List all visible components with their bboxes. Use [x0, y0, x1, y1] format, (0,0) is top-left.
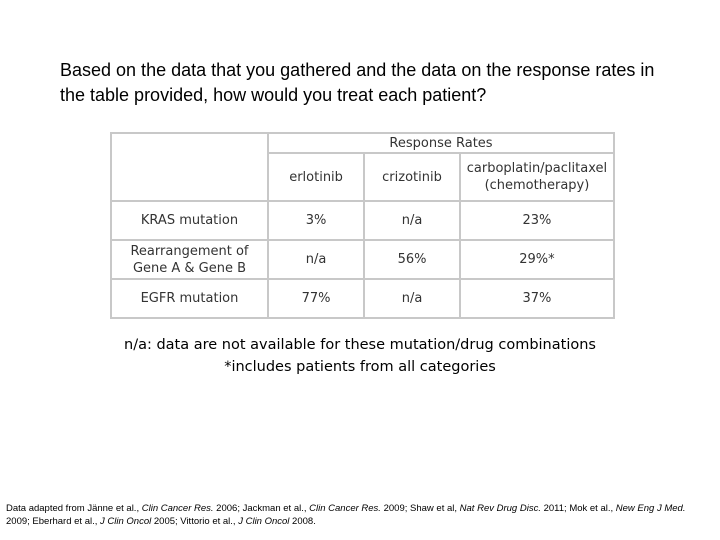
citation-part: J Clin Oncol — [238, 516, 290, 527]
column-row: erlotinib crizotinib carboplatin/paclitaxe… — [111, 152, 616, 202]
cell: 37% — [458, 278, 616, 319]
note: n/a: data are not available for these mu… — [124, 337, 596, 353]
citation-part: Clin Cancer Res. — [141, 503, 214, 514]
cell: 3% — [266, 200, 366, 241]
citation-part: 2005; Vittorio et al., — [151, 516, 239, 527]
response-table: Response Rates erlotinib crizotinib carbopl… — [110, 132, 616, 319]
citation-part: 2011; Mok et al., — [540, 503, 616, 514]
data-row: EGFR mutation 77% n/a 37% — [110, 278, 616, 319]
data-row: KRAS mutation 3% n/a 23% — [110, 200, 616, 241]
cell: n/a — [363, 200, 461, 241]
cell: 77% — [266, 278, 366, 319]
row-header: KRAS mutation — [110, 200, 269, 241]
cell: 23% — [458, 200, 616, 241]
citation-part: 2006; Jackman et al., — [213, 503, 310, 514]
header-row: Response Rates — [110, 132, 616, 202]
citation-part: 2008. — [289, 516, 316, 527]
note: *includes patients from all categories — [224, 359, 496, 375]
citation-part: Nat Rev Drug Disc. — [459, 503, 541, 514]
cell: n/a — [266, 239, 366, 280]
citation-part: New Eng J Med. — [615, 503, 686, 514]
cell: 56% — [363, 239, 461, 280]
row-header: EGFR mutation — [110, 278, 269, 319]
notes: n/a: data are not available for these mu… — [0, 334, 720, 378]
question: Based on the data that you gathered and … — [60, 60, 655, 105]
cell: n/a — [363, 278, 461, 319]
citation-part: J Clin Oncol — [100, 516, 152, 527]
column-header: carboplatin/paclitaxel (chemotherapy) — [458, 152, 616, 202]
citation-part: Clin Cancer Res. — [309, 503, 381, 514]
row-header: Rearrangement of Gene A & Gene B — [110, 239, 269, 280]
cell: 29%* — [458, 239, 616, 280]
citation-part: 2009; Eberhard et al., — [6, 516, 101, 527]
column-header: crizotinib — [363, 152, 461, 202]
citation-part: 2009; Shaw et al, — [380, 503, 460, 514]
citation-part: Data adapted from Jänne et al., — [6, 503, 142, 514]
group-header: Response Rates — [266, 132, 616, 154]
citation: Data adapted from Jänne et al., Clin Can… — [6, 502, 706, 528]
column-header: erlotinib — [266, 152, 366, 202]
corner-cell — [110, 132, 269, 202]
